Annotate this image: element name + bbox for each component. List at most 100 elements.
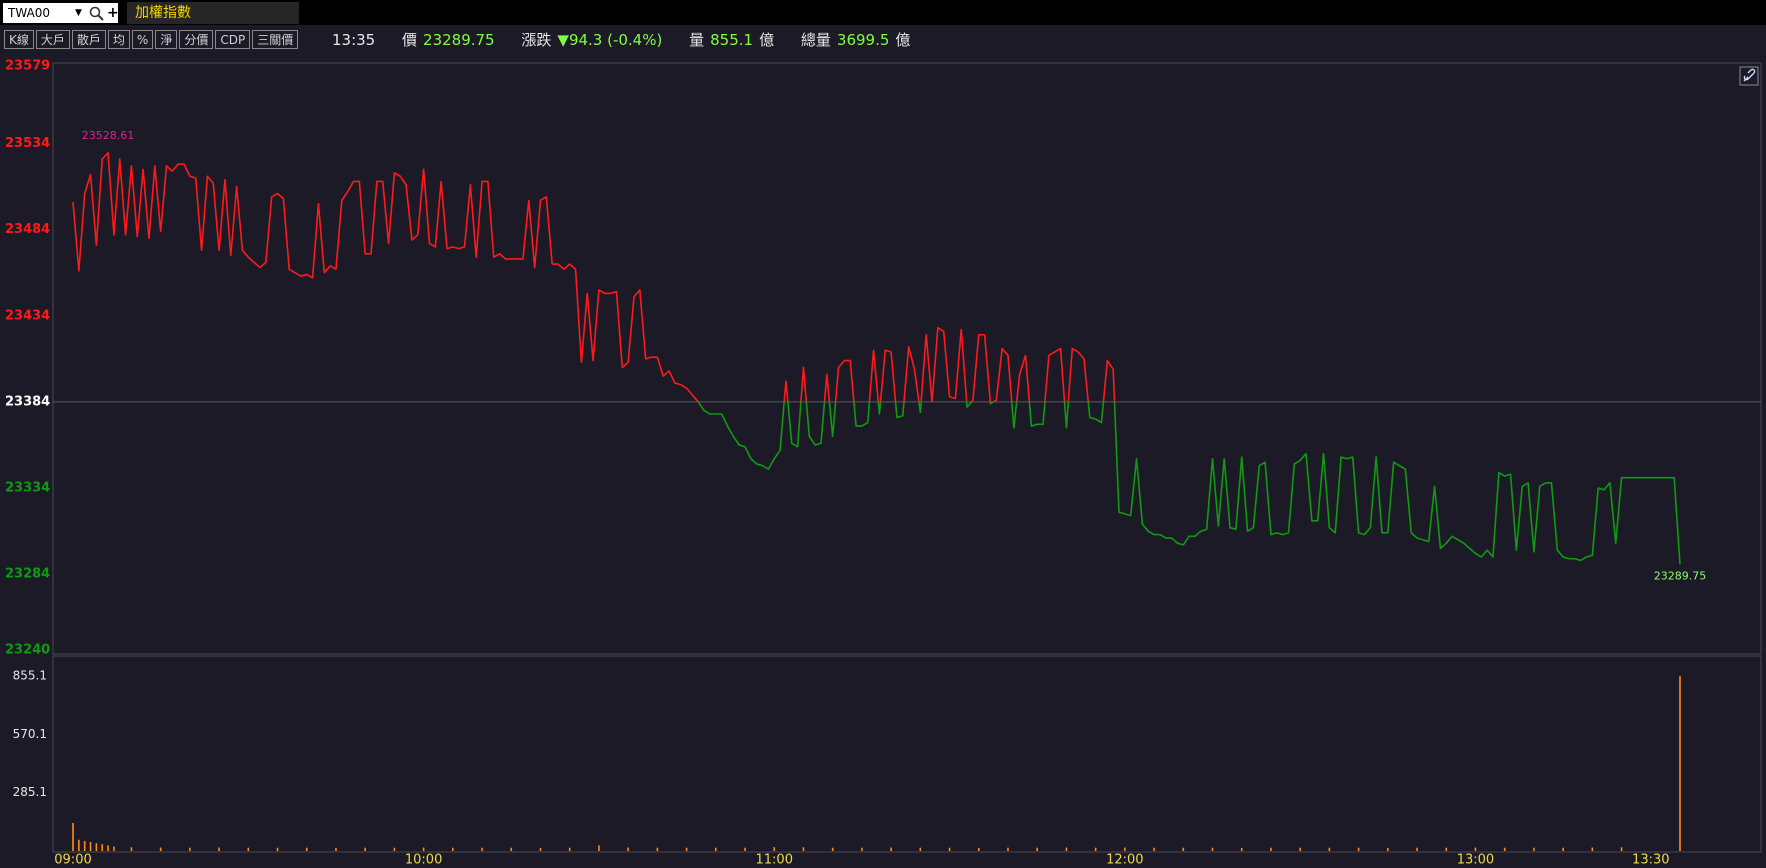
- quote: 13:35 價 23289.75 漲跌 ▼94.3 (-0.4%) 量 855.1 億 …: [332, 29, 916, 50]
- dropdown-arrow[interactable]: ▼: [75, 8, 82, 18]
- toolbar-button[interactable]: 散戶: [71, 30, 106, 49]
- volume-bar: [1270, 847, 1272, 851]
- volume-bar: [481, 847, 483, 851]
- volume-bar: [948, 847, 951, 851]
- total-unit: 億: [895, 31, 911, 49]
- volume-bar: [1094, 847, 1097, 851]
- volume-bar: [1387, 847, 1389, 851]
- change: ▼94.3 (-0.4%): [557, 31, 663, 49]
- volume-bar: [1620, 847, 1623, 851]
- price: 23289.75: [423, 31, 495, 49]
- price-label: 價: [402, 31, 418, 49]
- y-tick-label: 570.1: [13, 727, 47, 741]
- symbol-name: 加權指數: [127, 2, 299, 24]
- toolbar-button[interactable]: 淨: [155, 30, 178, 49]
- volume-bar: [159, 847, 162, 851]
- y-tick-label: 23334: [5, 481, 50, 496]
- volume-bar: [1036, 847, 1038, 851]
- volume-bar: [1503, 847, 1506, 851]
- volume-bar: [393, 847, 396, 851]
- volume-bar: [831, 847, 834, 851]
- volume-bar: [685, 847, 688, 851]
- toolbar-button[interactable]: K線: [4, 30, 34, 49]
- toolbar-button[interactable]: 三關價: [252, 30, 299, 49]
- volume-bar: [89, 842, 92, 851]
- volume-bar: [113, 846, 115, 851]
- y-tick-label: 23240: [5, 643, 50, 658]
- volume-bar: [1328, 847, 1331, 851]
- toolbar-button[interactable]: 大戶: [35, 30, 70, 49]
- y-tick-label: 23284: [5, 567, 50, 582]
- volume-bar: [627, 847, 629, 851]
- volume-bar: [715, 847, 717, 851]
- volume-bar: [510, 847, 513, 851]
- volume-bar: [107, 845, 109, 851]
- toolbar-button[interactable]: CDP: [215, 30, 251, 49]
- x-tick-label: 13:30: [1632, 853, 1669, 868]
- last-label: 23289.75: [1654, 569, 1707, 582]
- volume-bar: [276, 847, 279, 851]
- volume-bar: [744, 847, 746, 851]
- time: 13:35: [332, 31, 376, 49]
- volume-bar: [364, 847, 366, 851]
- x-tick-label: 13:00: [1457, 853, 1494, 868]
- volume-bar: [83, 840, 86, 851]
- volume-bar: [1591, 847, 1594, 851]
- total: 3699.5: [836, 31, 890, 49]
- volume-bar: [1153, 847, 1155, 851]
- toolbar-button[interactable]: %: [131, 30, 154, 49]
- volume-bar: [78, 839, 80, 851]
- volume-bar: [1357, 847, 1360, 851]
- volume-bar: [802, 847, 805, 851]
- volume-bar: [890, 847, 892, 851]
- change-label: 漲跌: [521, 31, 552, 49]
- volume-bar: [919, 847, 922, 851]
- volume-unit: 億: [759, 31, 775, 49]
- y-tick-label: 285.1: [13, 785, 47, 799]
- volume-bar: [1445, 847, 1448, 851]
- volume-frame: [52, 655, 1762, 853]
- symbol: TWA00: [8, 6, 51, 20]
- x-tick-label: 10:00: [405, 853, 442, 868]
- volume-bar: [598, 845, 600, 851]
- volume-bar: [1211, 847, 1214, 851]
- volume-bar: [861, 847, 863, 851]
- toolbar-button[interactable]: 分價: [179, 30, 214, 49]
- y-tick-label: 855.1: [13, 669, 47, 683]
- volume-bar: [189, 847, 191, 851]
- volume-bar: [1299, 847, 1301, 851]
- symbol-box[interactable]: TWA00 ▼ +: [3, 3, 119, 23]
- volume-bar: [101, 844, 104, 851]
- toolbar: K線 大戶 散戶均% 淨分價 CDP 三關價: [4, 30, 299, 49]
- y-tick-label: 23534: [5, 136, 50, 151]
- volume-bar: [1533, 847, 1535, 851]
- search-icon[interactable]: [89, 6, 104, 21]
- total-label: 總量: [800, 31, 831, 49]
- x-tick-label: 11:00: [756, 853, 793, 868]
- volume-bar: [656, 847, 659, 851]
- volume-bar: [72, 822, 74, 851]
- volume-bar: [977, 847, 980, 851]
- y-tick-label: 23384: [5, 394, 50, 409]
- toolbar-button[interactable]: 均: [107, 30, 130, 49]
- max-label: 23528.61: [82, 129, 135, 142]
- volume-bar: [1679, 676, 1681, 851]
- link-icon[interactable]: [1739, 66, 1759, 86]
- volume-bar: [1474, 847, 1477, 851]
- volume-bar: [1065, 847, 1068, 851]
- x-tick-label: 12:00: [1106, 853, 1143, 868]
- volume-bar: [1416, 847, 1418, 851]
- volume-bar: [773, 847, 776, 851]
- add-button[interactable]: +: [107, 5, 119, 21]
- y-tick-label: 23579: [5, 59, 50, 74]
- volume-bar: [539, 847, 542, 851]
- y-tick-label: 23484: [5, 222, 50, 237]
- volume-bar: [1240, 847, 1243, 851]
- volume-bar: [1182, 847, 1185, 851]
- y-tick-label: 23434: [5, 308, 50, 323]
- volume-bar: [1562, 847, 1564, 851]
- volume-bar: [335, 847, 337, 851]
- volume-bar: [305, 847, 308, 851]
